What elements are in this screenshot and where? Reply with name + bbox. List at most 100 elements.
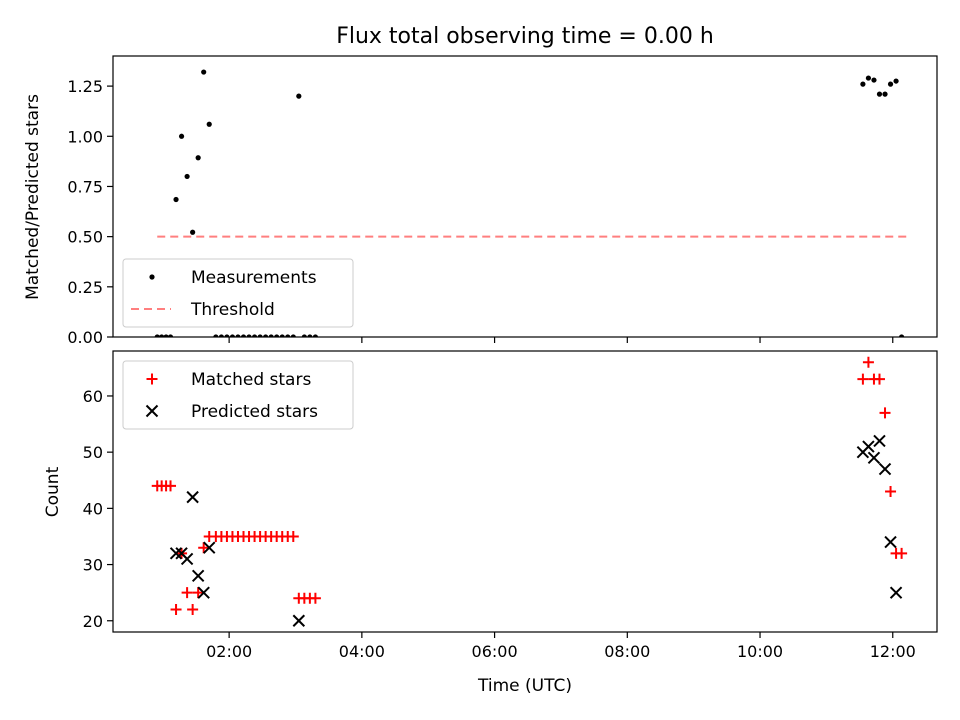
legend-label: Threshold (190, 300, 275, 320)
x-axis-label: Time (UTC) (477, 676, 572, 696)
data-layer (151, 356, 908, 627)
measurement-point (899, 334, 905, 337)
measurement-point (190, 229, 196, 235)
matched-star-point (879, 407, 891, 419)
x-tick-label: 04:00 (339, 642, 385, 661)
measurement-point (290, 334, 296, 337)
predicted-star-point (867, 451, 881, 464)
measurement-point (882, 91, 888, 97)
matched-star-point (165, 480, 177, 492)
predicted-star-point (889, 586, 903, 599)
y-tick-label: 50 (83, 443, 103, 462)
matched-star-point (309, 592, 321, 604)
legend-label: Matched stars (191, 370, 311, 390)
legend-marker (146, 373, 158, 385)
measurement-point (312, 334, 319, 337)
measurement-point (301, 334, 307, 337)
predicted-star-point (203, 541, 216, 554)
x-tick-label: 06:00 (472, 642, 518, 661)
bottom-plot-area: 02:00 04:00 06:00 08:00 10:00 12:00 20 30 40 50 60… (83, 350, 938, 661)
top-plot-area: 0.00 0.25 0.50 0.75 1.00 1.25 Measurements Thre… (67, 55, 938, 347)
data-layer (154, 69, 908, 337)
plot-frame (112, 55, 938, 338)
predicted-star-point (873, 434, 886, 448)
x-tick-label: 02:00 (206, 642, 252, 661)
measurement-point (274, 334, 280, 337)
predicted-star-point (884, 535, 897, 549)
measurement-point (865, 75, 872, 81)
measurement-point (163, 334, 169, 337)
measurement-point (235, 334, 241, 337)
top-y-axis-label: Matched/Predicted stars (23, 94, 43, 300)
measurement-point (213, 334, 219, 337)
predicted-star-point (878, 462, 892, 476)
top-panel: 0.00 0.25 0.50 0.75 1.00 1.25 Measurements Thre… (23, 55, 938, 347)
measurement-point (285, 334, 291, 337)
bottom-y-axis-label: Count (43, 466, 63, 517)
matched-star-point (170, 604, 182, 616)
legend-marker (149, 274, 155, 280)
measurement-point (251, 334, 258, 337)
matched-star-point (287, 530, 299, 542)
predicted-star-point (186, 490, 199, 504)
measurement-point (871, 77, 877, 83)
y-tick-label: 1.00 (67, 127, 103, 146)
predicted-star-point (862, 440, 875, 453)
measurement-point (893, 78, 899, 84)
measurement-point (218, 334, 224, 337)
bottom-panel: 02:00 04:00 06:00 08:00 10:00 12:00 20 30 40 50 60… (43, 350, 938, 696)
measurement-point (240, 334, 247, 337)
measurement-point (296, 93, 302, 99)
y-tick-label: 0.50 (67, 228, 103, 247)
legend-box (122, 258, 354, 328)
predicted-star-point (169, 547, 183, 560)
measurement-point (229, 334, 236, 337)
y-tick-label: 60 (83, 387, 103, 406)
measurement-point (887, 81, 894, 87)
predicted-star-point (292, 614, 306, 627)
measurement-point (178, 133, 185, 139)
legend-box (122, 360, 354, 430)
matched-star-point (198, 542, 210, 554)
matched-star-point (181, 587, 193, 599)
matched-star-point (896, 547, 908, 559)
predicted-star-point (191, 569, 205, 583)
measurement-point (159, 334, 165, 337)
matched-star-point (192, 587, 204, 599)
legend-label: Measurements (191, 268, 317, 288)
measurement-point (167, 334, 174, 337)
measurement-point (279, 334, 285, 337)
legend-label: Predicted stars (191, 402, 318, 422)
chart-title: Flux total observing time = 0.00 h (336, 24, 714, 49)
y-tick-label: 20 (83, 612, 103, 631)
measurement-point (184, 173, 190, 180)
matched-star-point (862, 356, 874, 368)
matched-star-point (187, 604, 199, 616)
y-tick-label: 0.25 (67, 278, 103, 297)
measurement-point (206, 121, 212, 127)
legend: Matched stars Predicted stars (122, 360, 354, 430)
measurement-point (257, 334, 263, 337)
x-tick-label: 08:00 (604, 642, 650, 661)
legend-marker (145, 404, 159, 418)
x-tick-label: 12:00 (870, 642, 916, 661)
y-tick-label: 0.75 (67, 177, 103, 196)
measurement-point (268, 334, 274, 337)
measurement-point (860, 81, 866, 87)
predicted-star-point (197, 586, 210, 599)
y-tick-label: 0.00 (67, 328, 103, 347)
measurement-point (307, 334, 313, 337)
measurement-point (876, 91, 883, 97)
matched-star-point (857, 373, 869, 385)
y-tick-label: 1.25 (67, 77, 103, 96)
legend: Measurements Threshold (122, 258, 354, 328)
predicted-star-point (180, 552, 194, 566)
measurement-point (154, 334, 160, 337)
y-tick-label: 30 (83, 556, 103, 575)
y-tick-label: 40 (83, 499, 103, 518)
measurement-point (224, 334, 230, 337)
matched-star-point (885, 486, 897, 497)
measurement-point (201, 69, 207, 75)
measurement-point (246, 334, 252, 337)
